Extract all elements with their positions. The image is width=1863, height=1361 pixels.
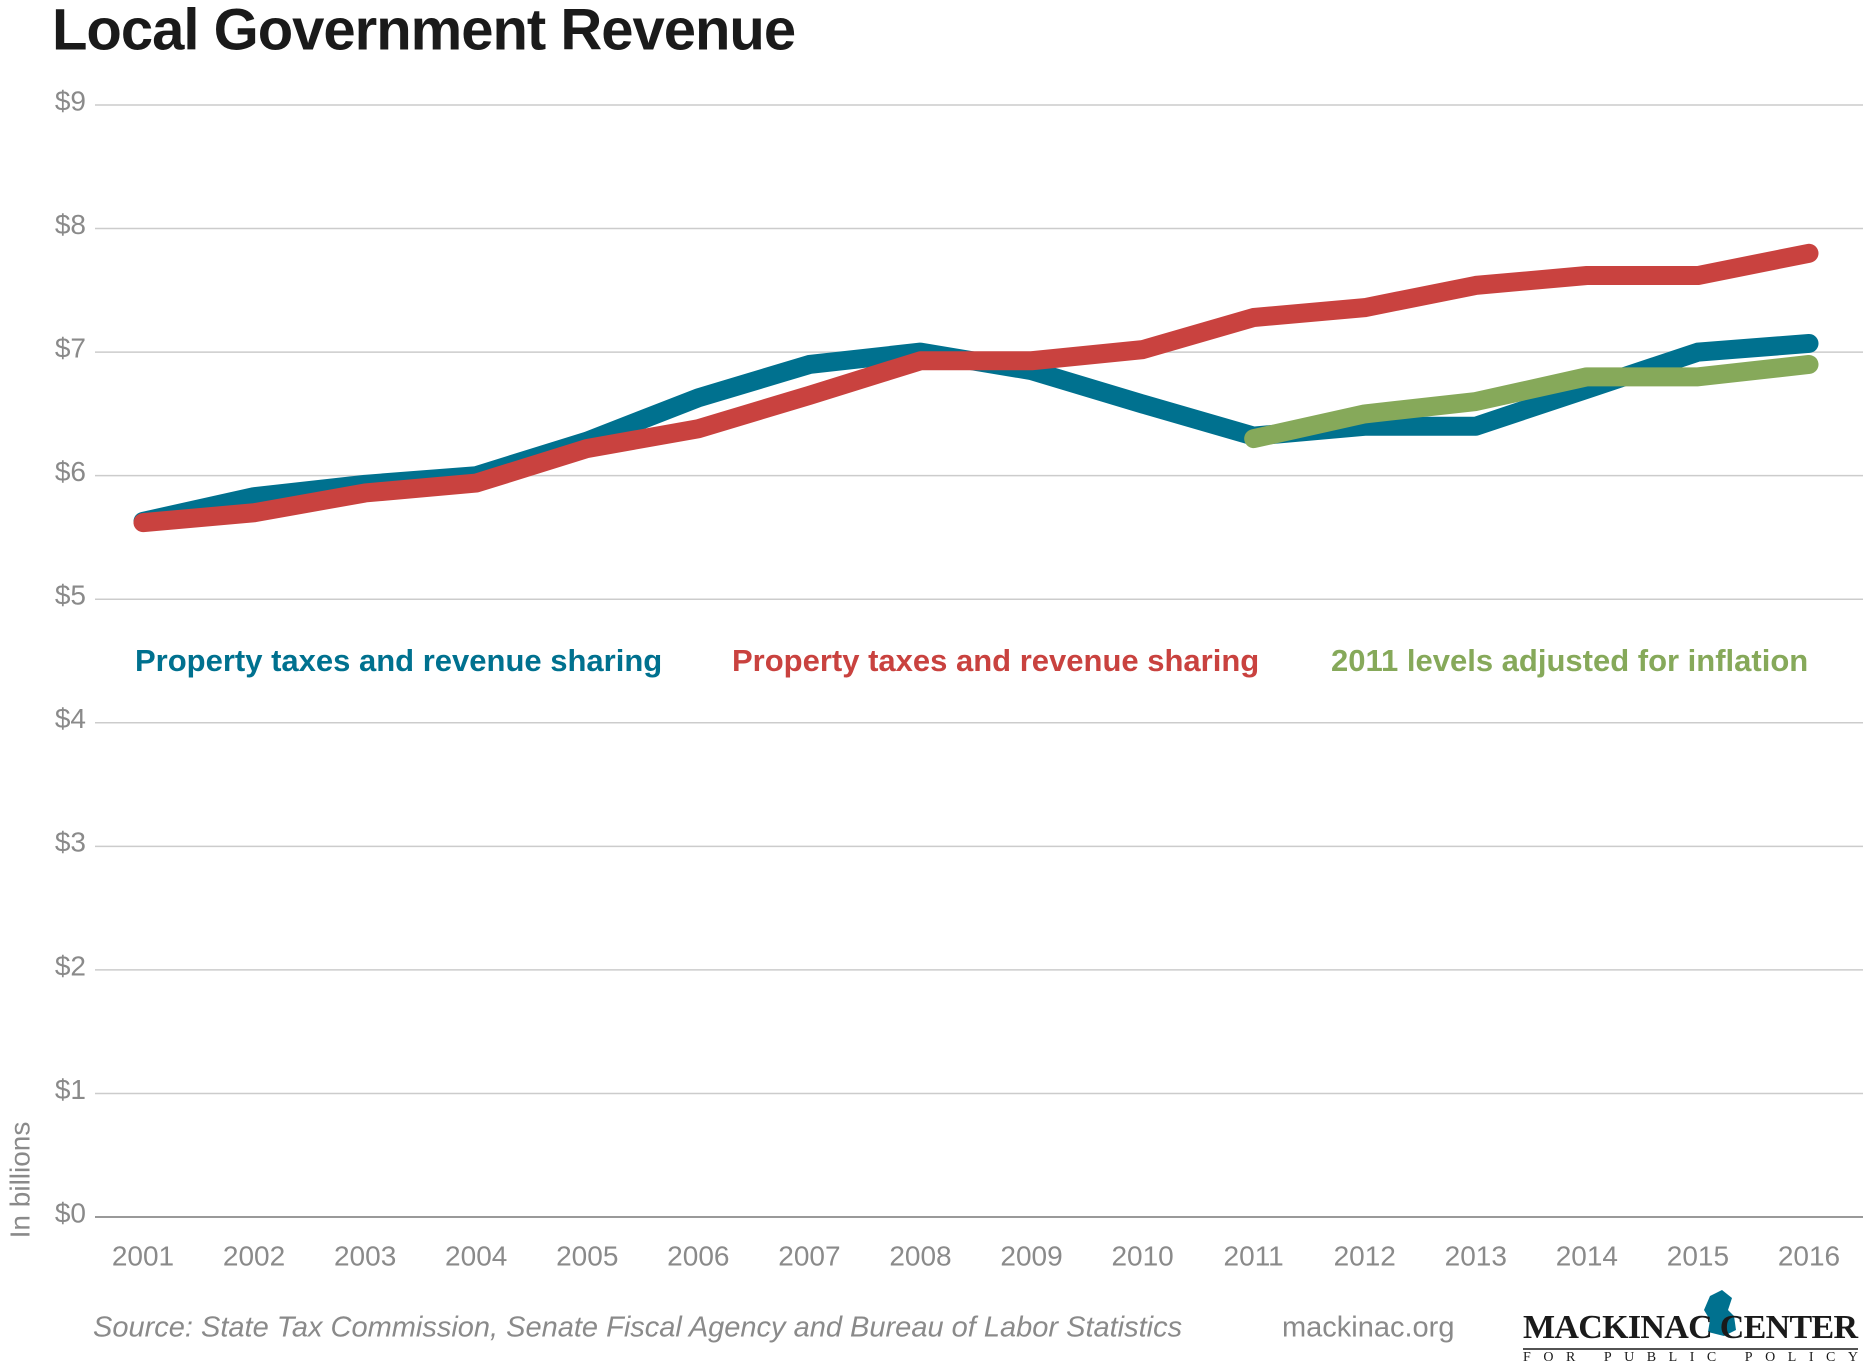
x-tick-label: 2007 bbox=[778, 1240, 840, 1271]
logo-tagline: FOR PUBLIC POLICY bbox=[1523, 1350, 1858, 1361]
x-tick-label: 2011 bbox=[1224, 1240, 1284, 1271]
y-tick-label: $2 bbox=[55, 950, 86, 981]
y-tick-label: $1 bbox=[55, 1074, 86, 1105]
series-line bbox=[1244, 354, 1819, 449]
x-tick-label: 2008 bbox=[889, 1240, 951, 1271]
y-tick-label: $7 bbox=[55, 333, 86, 364]
y-tick-label: $4 bbox=[55, 703, 86, 734]
x-tick-label: 2012 bbox=[1334, 1240, 1396, 1271]
logo-icon bbox=[1704, 1290, 1736, 1336]
x-tick-label: 2003 bbox=[334, 1240, 396, 1271]
y-tick-label: $3 bbox=[55, 827, 86, 858]
series-line bbox=[133, 243, 1819, 533]
x-tick-label: 2001 bbox=[112, 1240, 174, 1271]
y-tick-label: $6 bbox=[55, 456, 86, 487]
x-tick-label: 2005 bbox=[556, 1240, 618, 1271]
chart-title: Local Government Revenue bbox=[52, 0, 795, 62]
y-tick-label: $9 bbox=[55, 85, 86, 116]
y-tick-label: $5 bbox=[55, 580, 86, 611]
y-axis-label: In billions bbox=[4, 1122, 35, 1239]
logo-name: MACKINAC CENTER bbox=[1523, 1309, 1858, 1346]
x-tick-label: 2014 bbox=[1556, 1240, 1618, 1271]
website: mackinac.org bbox=[1282, 1312, 1454, 1344]
x-tick-label: 2016 bbox=[1778, 1240, 1840, 1271]
x-tick-label: 2002 bbox=[223, 1240, 285, 1271]
y-tick-label: $0 bbox=[55, 1197, 86, 1228]
x-tick-label: 2013 bbox=[1445, 1240, 1507, 1271]
x-tick-label: 2009 bbox=[1000, 1240, 1062, 1271]
x-tick-label: 2006 bbox=[667, 1240, 729, 1271]
legend-label: Property taxes and revenue sharing bbox=[732, 643, 1259, 678]
x-tick-label: 2004 bbox=[445, 1240, 507, 1271]
legend-label: Property taxes and revenue sharing bbox=[135, 643, 662, 678]
source: Source: State Tax Commission, Senate Fis… bbox=[93, 1312, 1182, 1344]
x-tick-label: 2015 bbox=[1667, 1240, 1729, 1271]
y-tick-label: $8 bbox=[55, 209, 86, 240]
x-tick-label: 2010 bbox=[1111, 1240, 1173, 1271]
legend-label: 2011 levels adjusted for inflation bbox=[1331, 643, 1808, 678]
